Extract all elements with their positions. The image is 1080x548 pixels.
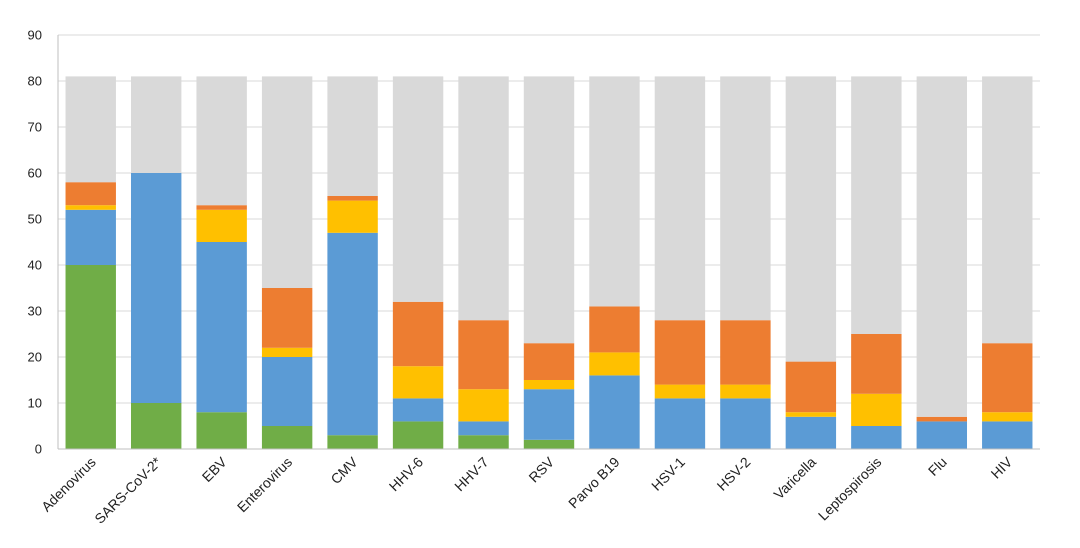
bar-segment-5-hhv-7 — [458, 76, 509, 321]
bar-segment-5-cmv — [327, 76, 378, 196]
bar-segment-5-enterovirus — [261, 76, 313, 289]
bar-segment-3-hhv-7 — [458, 389, 509, 422]
y-tick-label-20: 20 — [28, 350, 42, 365]
y-tick-label-50: 50 — [28, 212, 42, 227]
bar-segment-2-hhv-7 — [458, 421, 509, 436]
bar-segment-5-varicella — [785, 76, 837, 362]
x-tick-label-rsv: RSV — [525, 453, 557, 485]
x-tick-label-hhv-6: HHV-6 — [386, 454, 427, 495]
bar-segment-3-leptospirosis — [851, 393, 902, 426]
y-tick-label-70: 70 — [28, 120, 42, 135]
y-tick-label-30: 30 — [28, 304, 42, 319]
bar-segment-2-leptospirosis — [851, 426, 902, 449]
bar-segment-4-hiv — [982, 343, 1033, 413]
y-tick-label-40: 40 — [28, 258, 42, 273]
y-tick-label-90: 90 — [28, 28, 42, 43]
y-tick-label-80: 80 — [28, 74, 42, 89]
bar-segment-3-parvo-b19 — [589, 352, 640, 376]
bar-segment-1-adenovirus — [65, 265, 116, 449]
bar-segment-3-rsv — [523, 380, 575, 390]
bar-segment-4-parvo-b19 — [589, 306, 640, 353]
bar-segment-2-hiv — [982, 421, 1033, 449]
bar-segment-1-ebv — [196, 412, 247, 449]
x-tick-label-hhv-7: HHV-7 — [451, 454, 492, 495]
bar-segment-2-sars-cov-2 — [130, 173, 182, 403]
bar-segment-3-ebv — [196, 209, 247, 242]
bar-segment-4-rsv — [523, 343, 575, 380]
x-tick-label-parvo-b19: Parvo B19 — [565, 454, 623, 512]
bar-segment-4-varicella — [785, 361, 837, 413]
bar-segment-3-hsv-2 — [720, 384, 771, 399]
bars — [65, 76, 1033, 449]
x-tick-label-varicella: Varicella — [770, 454, 819, 503]
bar-segment-3-varicella — [785, 412, 837, 417]
bar-segment-4-hhv-7 — [458, 320, 509, 390]
bar-segment-3-hsv-1 — [654, 384, 706, 399]
bar-segment-3-adenovirus — [65, 205, 116, 210]
x-tick-label-cmv: CMV — [327, 453, 361, 487]
bar-segment-1-hhv-6 — [392, 421, 444, 449]
bar-segment-4-ebv — [196, 205, 247, 210]
x-tick-label-hsv-1: HSV-1 — [648, 454, 688, 494]
x-tick-label-hiv: HIV — [988, 453, 1016, 481]
bar-segment-3-hiv — [982, 412, 1033, 422]
bar-segment-5-adenovirus — [65, 76, 116, 183]
bar-segment-1-sars-cov-2 — [130, 403, 182, 449]
bar-segment-5-hsv-1 — [654, 76, 706, 321]
x-tick-label-leptospirosis: Leptospirosis — [815, 454, 885, 524]
bar-segment-2-hsv-2 — [720, 398, 771, 449]
bar-segment-5-flu — [916, 76, 968, 417]
y-tick-label-0: 0 — [35, 442, 42, 457]
y-tick-label-10: 10 — [28, 396, 42, 411]
bar-segment-1-enterovirus — [261, 426, 313, 449]
bar-segment-3-enterovirus — [261, 347, 313, 357]
axes — [57, 35, 1040, 450]
bar-segment-5-rsv — [523, 76, 575, 344]
y-tick-labels: 0 10 20 30 40 50 60 70 80 90 — [28, 28, 42, 457]
x-tick-label-ebv: EBV — [199, 453, 231, 485]
bar-segment-1-rsv — [523, 439, 575, 449]
y-tick-label-60: 60 — [28, 166, 42, 181]
bar-segment-3-cmv — [327, 200, 378, 233]
x-tick-label-sars-cov-2: SARS-CoV-2* — [91, 453, 164, 526]
x-tick-label-enterovirus: Enterovirus — [234, 454, 295, 515]
bar-segment-4-hhv-6 — [392, 301, 444, 367]
bar-segment-4-adenovirus — [65, 182, 116, 206]
bar-segment-4-flu — [916, 416, 968, 422]
bar-segment-4-cmv — [327, 196, 378, 201]
x-tick-label-hsv-2: HSV-2 — [714, 454, 754, 494]
bar-segment-2-cmv — [327, 232, 378, 436]
bar-segment-4-leptospirosis — [851, 334, 902, 394]
bar-segment-5-hiv — [982, 76, 1033, 344]
bar-segment-5-parvo-b19 — [589, 76, 640, 307]
bar-segment-4-enterovirus — [261, 288, 313, 348]
bar-segment-4-hsv-1 — [654, 320, 706, 385]
bar-segment-2-hhv-6 — [392, 398, 444, 422]
bar-segment-2-ebv — [196, 242, 247, 413]
bar-segment-1-hhv-7 — [458, 435, 509, 449]
bar-segment-4-hsv-2 — [720, 320, 771, 385]
bar-segment-2-adenovirus — [65, 209, 116, 265]
x-tick-label-flu: Flu — [925, 454, 950, 479]
bar-segment-2-varicella — [785, 416, 837, 449]
bar-segment-5-hhv-6 — [392, 76, 444, 302]
bar-segment-5-ebv — [196, 76, 247, 206]
x-tick-label-adenovirus: Adenovirus — [38, 454, 99, 515]
bar-segment-1-cmv — [327, 435, 378, 449]
bar-segment-3-hhv-6 — [392, 366, 444, 399]
bar-segment-2-parvo-b19 — [589, 375, 640, 449]
bar-segment-5-hsv-2 — [720, 76, 771, 321]
bar-segment-2-rsv — [523, 389, 575, 440]
bar-segment-5-leptospirosis — [851, 76, 902, 335]
bar-segment-2-flu — [916, 421, 968, 449]
bar-segment-2-hsv-1 — [654, 398, 706, 449]
bar-segment-5-sars-cov-2 — [130, 76, 182, 173]
bar-segment-2-enterovirus — [261, 357, 313, 426]
